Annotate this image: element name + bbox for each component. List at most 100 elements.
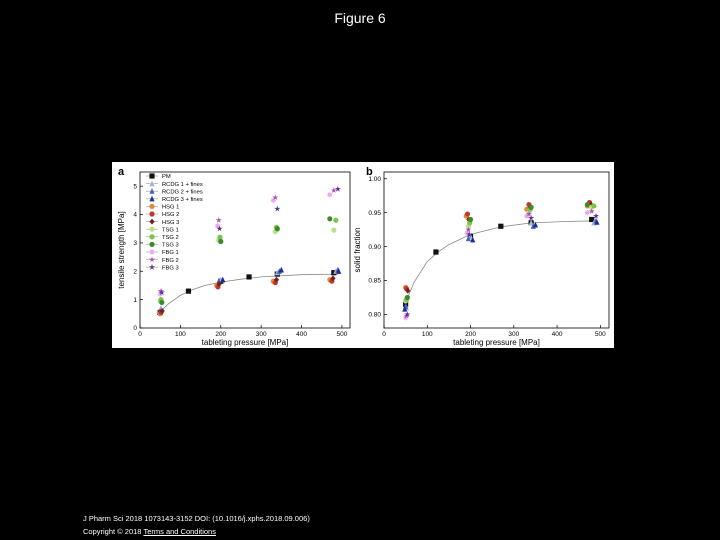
copyright-text: Copyright © 2018 [83,527,144,536]
data-point [330,275,336,282]
data-point [327,216,333,222]
data-point [159,307,165,314]
data-point [214,223,221,229]
data-point [327,192,333,198]
legend-marker [149,195,155,202]
chart-panel-a: 0 100 200 300 400 500 0 1 2 3 4 5 tableting pressure… [117,171,351,347]
y-axis-label: tensile strength [MPa] [117,211,126,288]
data-point [330,187,337,194]
legend-marker [148,256,156,263]
y-tick-label: 0.85 [368,278,381,285]
data-point [274,226,280,232]
legend-label: TSG 1 [162,227,179,233]
data-point [524,213,530,219]
data-point [594,219,600,225]
x-tick-label: 0 [138,331,142,338]
data-point [466,231,473,237]
data-point [591,203,597,209]
x-tick-label: 200 [465,331,476,338]
x-tick-label: 500 [336,331,347,338]
x-tick-label: 500 [595,331,606,338]
data-point [470,236,476,243]
data-point [405,287,411,294]
legend-marker [149,188,155,194]
y-tick-label: 4 [133,212,137,219]
legend-label: RCDG 1 + fines [162,182,203,188]
data-point [159,299,165,306]
y-tick-label: 5 [133,183,137,190]
legend-marker [149,226,155,232]
y-tick-label: 1.00 [368,176,381,183]
data-point [333,217,339,223]
figure-6-charts: a b 0 100 200 300 400 500 0 1 2 3 4 5 tableting pres… [117,166,610,347]
data-point [465,235,471,242]
page-title: Figure 6 [334,10,386,26]
legend-label: RCDG 2 + fines [162,189,203,195]
plot-frame-b [383,171,610,329]
panel-a-label: a [118,166,125,178]
x-axis-label: tableting pressure [MPa] [453,338,540,347]
y-tick-label: 0.95 [368,210,381,217]
data-point [274,205,281,212]
y-tick-label: 1 [133,297,137,304]
data-point [525,210,532,217]
data-point [402,305,408,312]
legend-marker [149,211,155,217]
data-point [218,238,224,245]
data-point [464,230,470,236]
legend-label: HSG 3 [162,220,179,226]
data-point [217,234,223,240]
data-point [272,194,279,201]
data-point [464,211,471,217]
data-point [404,311,411,318]
y-tick-label: 3 [133,240,137,247]
legend-label: FBG 1 [162,250,179,256]
data-point [185,288,192,294]
data-point [216,225,223,232]
data-point [589,216,595,223]
legend-label: HSG 1 [162,205,179,211]
legend-label: FBG 3 [162,265,179,271]
data-point [592,212,600,219]
data-point [528,214,535,221]
x-tick-label: 400 [552,331,563,338]
fit-curve [404,220,597,305]
panel-b-label: b [366,166,373,178]
data-point [246,274,252,280]
legend-marker [149,173,155,179]
legend-marker [149,249,155,255]
legend-label: FBG 2 [162,258,179,264]
legend-marker [149,234,155,240]
data-point [270,197,276,203]
x-tick-label: 400 [296,331,307,338]
data-point [336,268,342,274]
plot-frame-a [139,171,351,329]
data-point [584,210,590,216]
legend-marker [149,180,155,187]
data-point [532,221,539,228]
data-point [433,249,439,255]
terms-link[interactable]: Terms and Conditions [143,527,216,536]
data-point [334,185,341,192]
data-point [220,276,226,283]
data-point [157,287,165,294]
y-tick-label: 2 [133,268,137,275]
data-point [584,201,590,208]
legend-label: TSG 2 [162,235,179,241]
legend-label: TSG 3 [162,243,179,249]
data-point [528,204,534,210]
data-point [404,294,410,301]
legend-label: RCDG 3 + fines [162,197,203,203]
data-point [588,208,595,214]
y-tick-label: 0.90 [368,244,381,251]
data-point [528,219,534,226]
data-point [465,226,472,233]
legend-marker [149,218,155,225]
data-point [158,289,165,296]
legend-marker [149,241,155,247]
data-point [157,291,163,297]
x-tick-label: 200 [215,331,226,338]
legend-marker [148,264,156,270]
legend-marker [149,203,155,209]
data-point [273,276,280,283]
